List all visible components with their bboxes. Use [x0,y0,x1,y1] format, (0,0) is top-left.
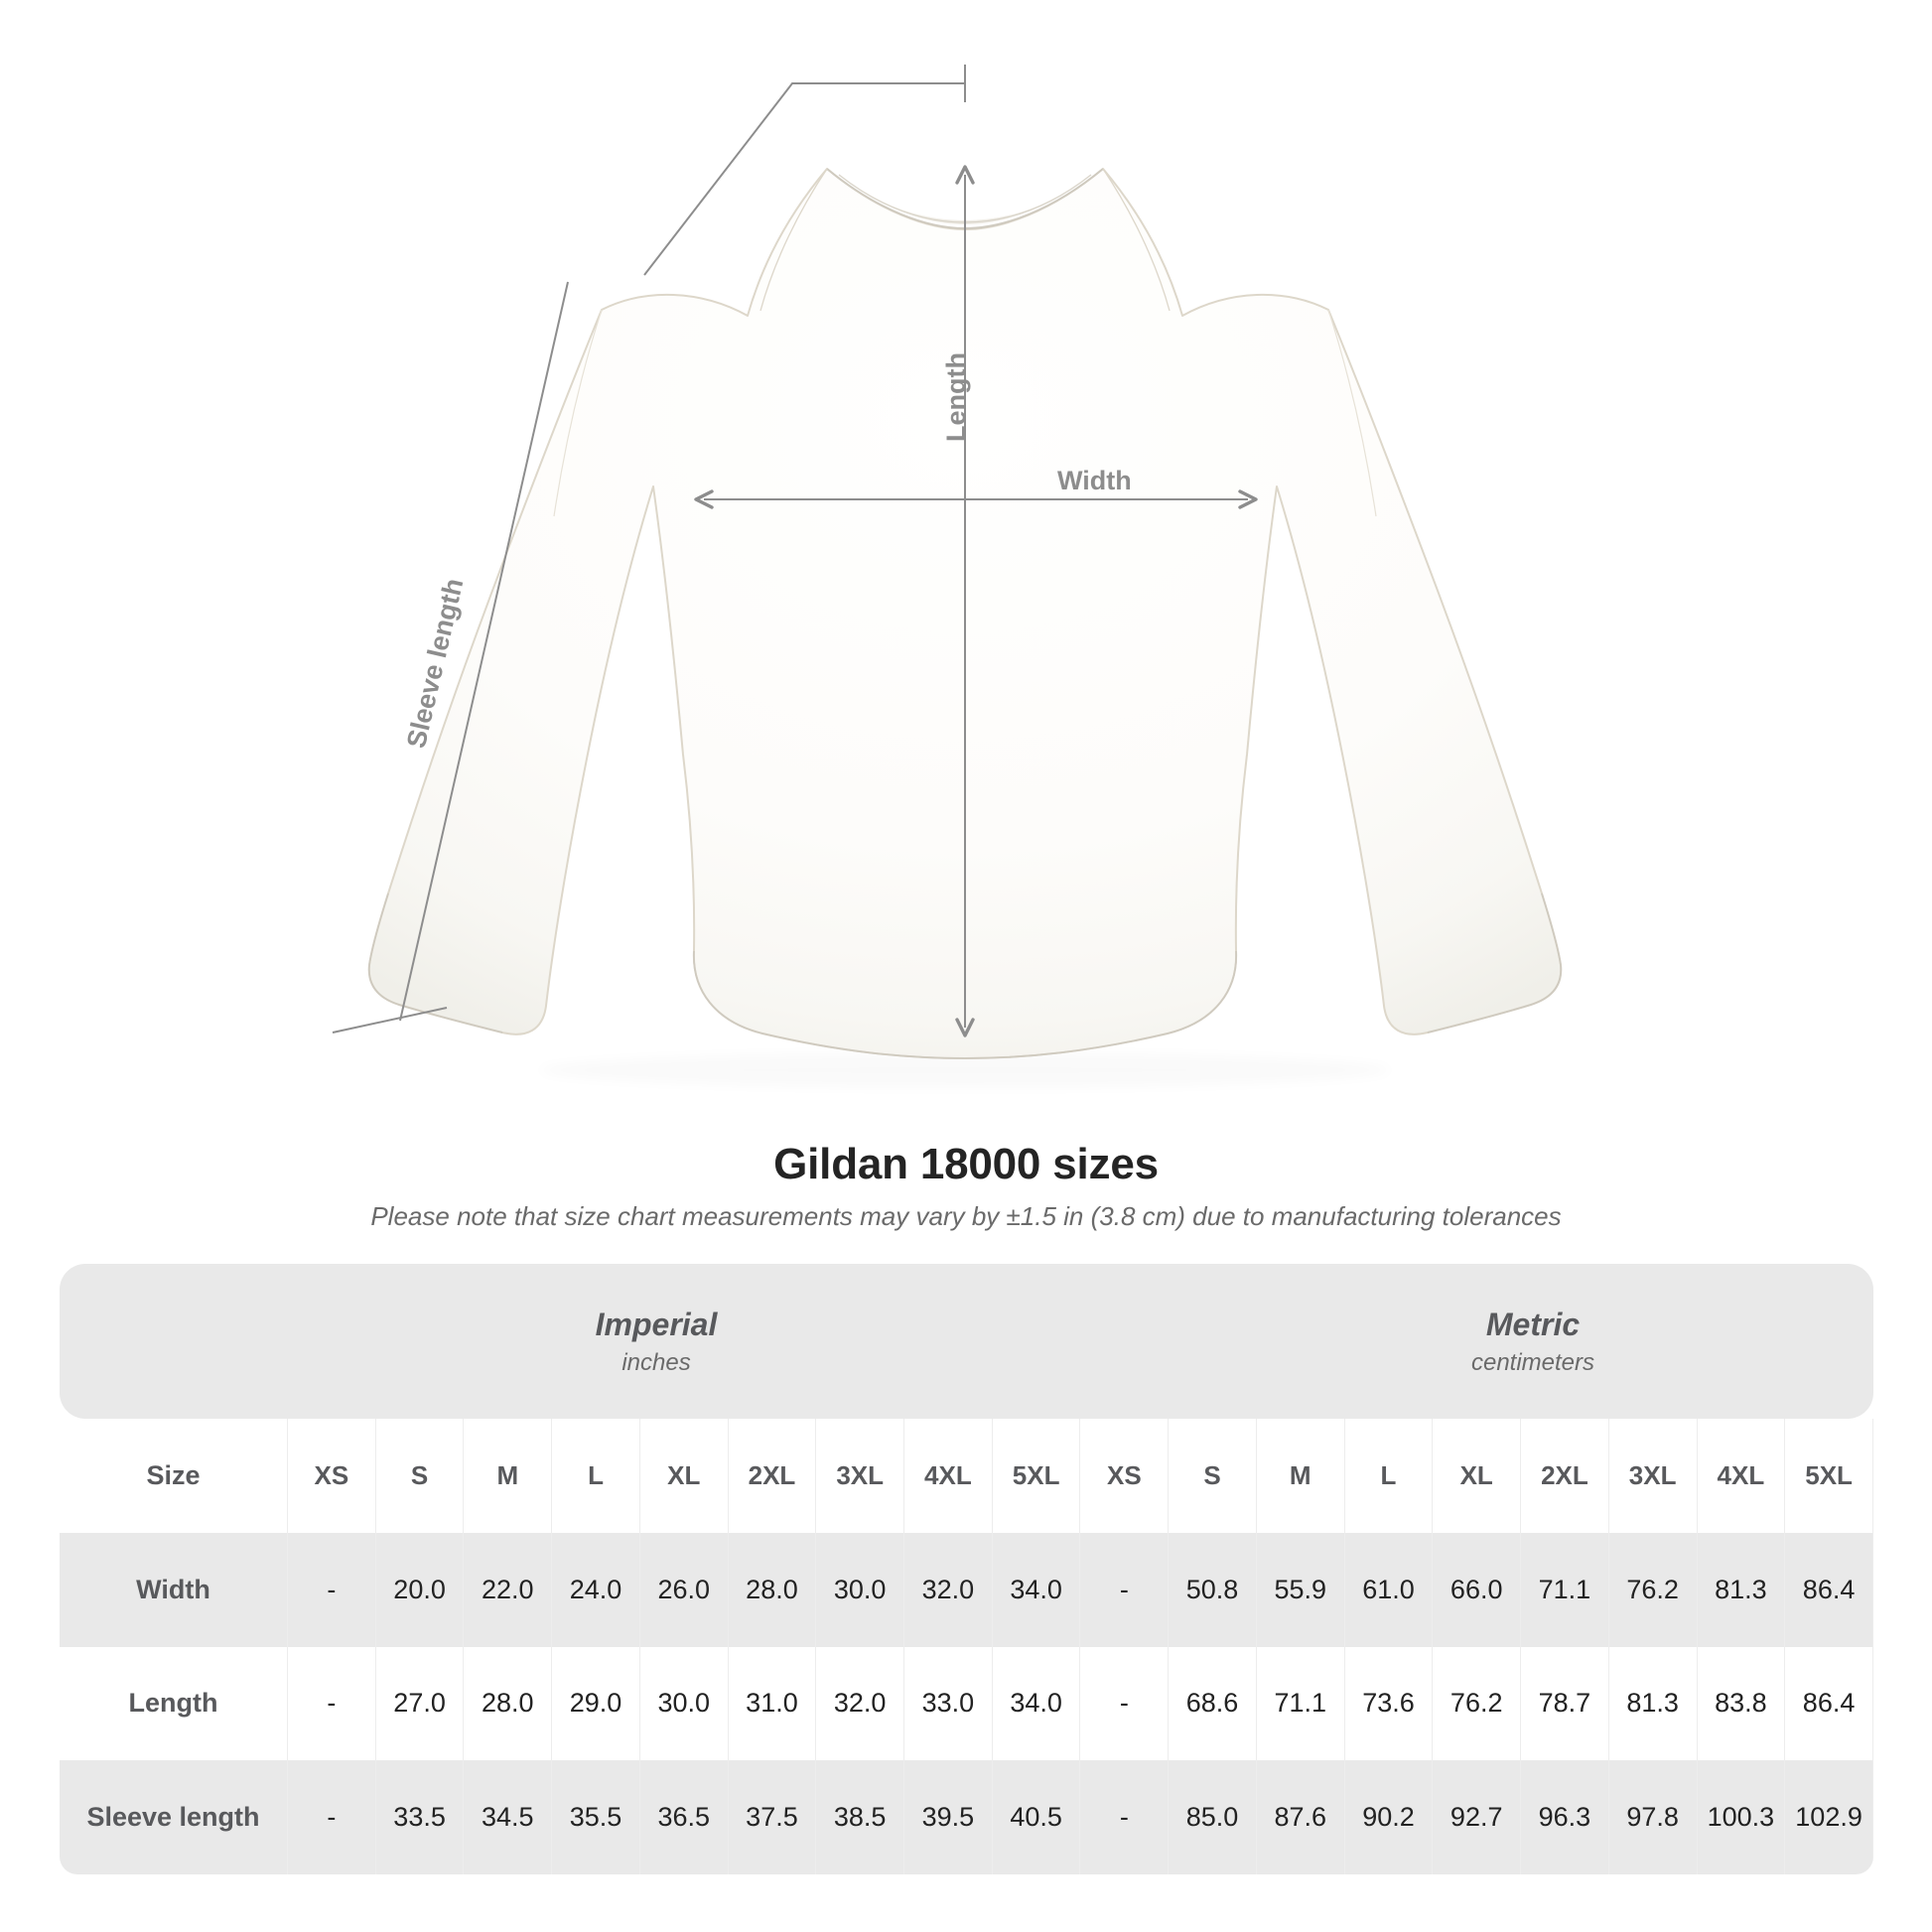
svg-text:Length: Length [941,352,971,442]
svg-text:Width: Width [1057,466,1132,495]
